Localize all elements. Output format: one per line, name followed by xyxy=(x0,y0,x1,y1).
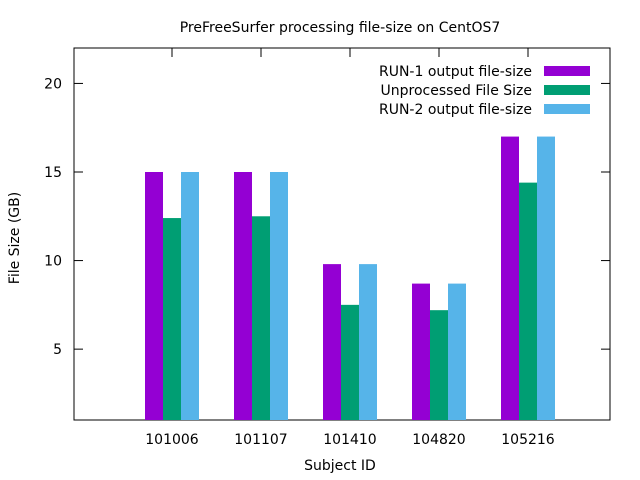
bar-101410-series-3 xyxy=(359,264,377,420)
x-tick-label: 105216 xyxy=(501,432,555,448)
bar-105216-series-3 xyxy=(537,136,555,421)
bar-104820-series-1 xyxy=(412,283,430,420)
legend-label: RUN-1 output file-size xyxy=(379,64,532,80)
bar-101006-series-3 xyxy=(181,172,199,420)
x-tick-label: 104820 xyxy=(412,432,465,448)
bar-101006-series-2 xyxy=(163,218,181,420)
legend-swatch xyxy=(544,66,590,76)
bar-105216-series-1 xyxy=(501,136,519,421)
chart-title: PreFreeSurfer processing file-size on Ce… xyxy=(180,20,501,36)
bar-101107-series-1 xyxy=(234,172,252,420)
bars xyxy=(145,136,555,421)
legend-swatch xyxy=(544,85,590,95)
legend-swatch xyxy=(544,104,590,114)
bar-101006-series-1 xyxy=(145,172,163,420)
y-tick-label: 10 xyxy=(44,254,62,270)
y-axis-label: File Size (GB) xyxy=(7,192,23,284)
bar-104820-series-2 xyxy=(430,310,448,420)
bar-105216-series-2 xyxy=(519,182,537,420)
bar-101107-series-3 xyxy=(270,172,288,420)
x-axis-label: Subject ID xyxy=(304,458,376,474)
legend: RUN-1 output file-size Unprocessed File S… xyxy=(379,64,590,118)
y-tick-label: 20 xyxy=(44,76,62,92)
x-tick-label: 101006 xyxy=(145,432,199,448)
legend-label: RUN-2 output file-size xyxy=(379,102,532,118)
bar-101410-series-1 xyxy=(323,264,341,420)
y-tick-label: 15 xyxy=(44,165,62,181)
x-tick-label: 101107 xyxy=(234,432,287,448)
x-tick-label: 101410 xyxy=(323,432,376,448)
y-tick-label: 5 xyxy=(53,342,62,358)
bar-101410-series-2 xyxy=(341,304,359,420)
bar-101107-series-2 xyxy=(252,216,270,420)
bar-104820-series-3 xyxy=(448,283,466,420)
y-axis-ticks: 5 10 15 20 xyxy=(44,76,610,358)
legend-label: Unprocessed File Size xyxy=(381,83,532,99)
